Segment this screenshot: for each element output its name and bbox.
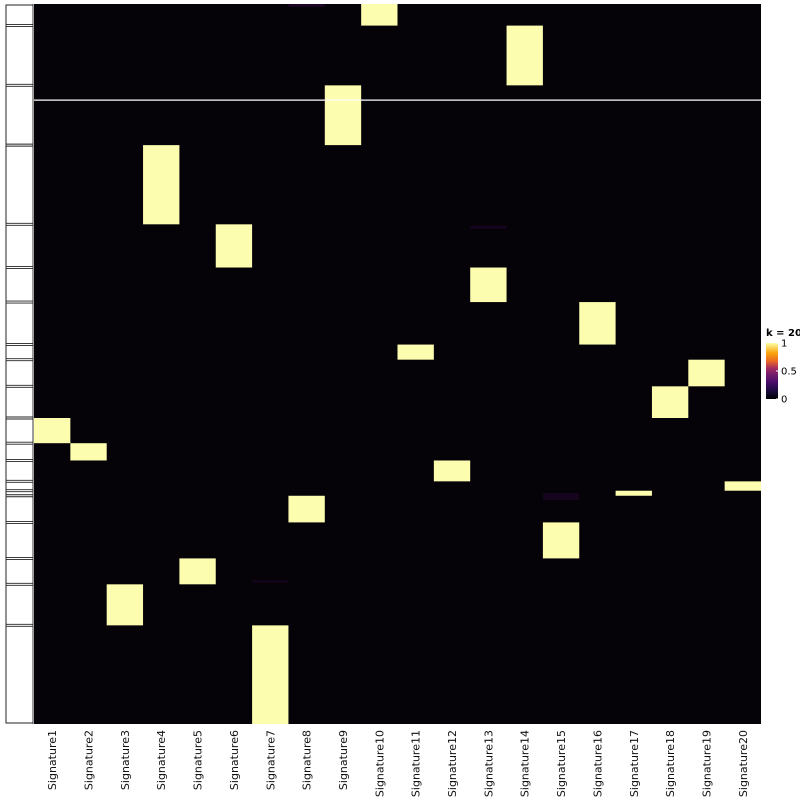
cell-block-signature8 [288,495,325,523]
legend-tick-label: 1 [781,339,787,350]
column-label-signature14: Signature14 [519,730,532,797]
dendrogram-branch-14 [5,481,33,491]
dendrogram-branch-1 [5,4,33,26]
dendrogram-branch-19 [5,584,33,625]
dendrogram-branch-5 [5,224,33,267]
dendrogram-branch-6 [5,268,33,302]
cell-block-signature14 [506,25,543,86]
column-label-signature13: Signature13 [482,730,495,797]
dendrogram-branch-8 [5,345,33,360]
dendrogram-branch-13 [5,461,33,481]
dendrogram-branch-20 [5,625,33,724]
column-labels: Signature1 Signature2 Signature3 Signature4… [46,730,750,797]
dendrogram-branch-2 [5,26,33,85]
column-label-signature5: Signature5 [192,730,205,790]
cell-block-signature12 [433,460,471,482]
column-label-signature18: Signature18 [664,730,677,797]
column-label-signature20: Signature20 [737,730,750,797]
faint-cell-signature13-1 [470,225,507,229]
cell-block-signature4 [143,145,180,225]
column-label-signature1: Signature1 [46,730,59,790]
column-label-signature4: Signature4 [155,730,168,790]
column-label-signature6: Signature6 [228,730,241,790]
row-dendrogram [5,4,34,724]
cell-block-signature17 [615,490,652,496]
heatmap-faint-cells [252,4,580,583]
color-legend: k = 20 10.50 [766,328,800,406]
column-label-signature3: Signature3 [119,730,132,790]
column-label-signature10: Signature10 [373,730,386,797]
dendrogram-branch-7 [5,302,33,345]
dendrogram-branch-3 [5,85,33,145]
cell-block-signature15 [542,522,580,559]
column-label-signature19: Signature19 [700,730,713,797]
legend-color-bar [766,343,778,399]
cell-block-signature2 [70,443,107,461]
column-label-signature7: Signature7 [264,730,277,790]
cell-block-signature20 [724,481,761,491]
legend-title: k = 20 [766,328,800,339]
heatmap-background [34,4,761,724]
cell-block-signature19 [688,359,725,387]
cell-block-signature6 [215,224,253,268]
column-label-signature9: Signature9 [337,730,350,790]
column-label-signature11: Signature11 [410,730,423,797]
column-label-signature16: Signature16 [591,730,604,797]
dendrogram-branch-15 [5,491,33,496]
dendrogram-branch-17 [5,522,33,558]
legend-tick-label: 0 [781,395,787,406]
column-label-signature8: Signature8 [301,730,314,790]
dendrogram-branch-10 [5,386,33,418]
column-label-signature15: Signature15 [555,730,568,797]
column-label-signature17: Signature17 [628,730,641,797]
cell-block-signature1 [34,418,71,444]
dendrogram-branch-12 [5,443,33,460]
legend-ticks: 10.50 [776,339,797,406]
cell-block-signature3 [106,584,144,626]
faint-cell-signature7-3 [252,580,289,583]
dendrogram-branch-18 [5,558,33,584]
dendrogram-branch-9 [5,360,33,386]
dendrogram-branch-16 [5,496,33,522]
dendrogram-branch-4 [5,145,33,224]
legend-tick-label: 0.5 [781,367,797,378]
cell-block-signature16 [579,302,616,345]
cell-block-signature10 [361,4,398,26]
column-label-signature12: Signature12 [446,730,459,797]
heatmap-cells [34,4,761,724]
cell-block-signature11 [397,344,434,360]
cell-block-signature9 [324,85,362,146]
cell-block-signature5 [179,558,216,585]
cell-block-signature13 [470,267,507,303]
faint-cell-signature15-2 [542,492,580,501]
cell-block-signature7 [252,625,289,724]
faint-cell-signature8-0 [288,4,325,7]
column-label-signature2: Signature2 [83,730,96,790]
cell-block-signature18 [651,386,689,418]
dendrogram-branch-11 [5,418,33,443]
